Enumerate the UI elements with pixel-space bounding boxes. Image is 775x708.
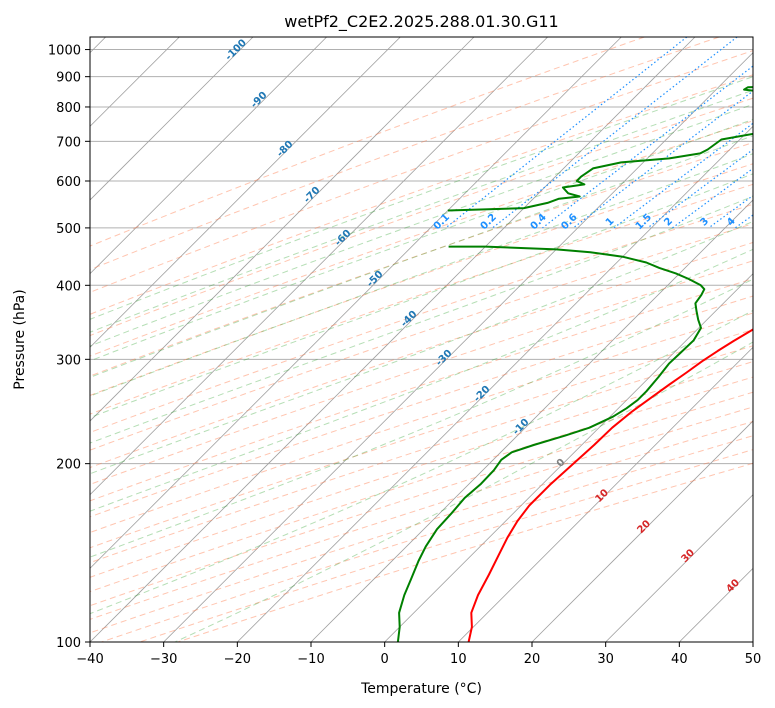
dry-adiabat-line: [90, 142, 753, 377]
dry-adiabat-line: [90, 391, 753, 607]
x-axis: −40 −30 −20 −10 0 10 20 30 40 50: [76, 642, 761, 667]
moist-adiabat-line: [90, 89, 753, 333]
moist-adiabat-line: [90, 278, 753, 558]
moist-adiabat-line: [90, 76, 753, 320]
isotherm-line: [605, 494, 753, 642]
mixing-ratio-line: [445, 37, 688, 229]
x-tick-label: 40: [671, 652, 688, 667]
x-tick-label: 30: [597, 652, 614, 667]
temperature-profile-line: [467, 328, 753, 642]
x-tick-label: −10: [297, 652, 324, 667]
y-tick-label: 200: [56, 458, 81, 473]
x-tick-label: 50: [745, 652, 762, 667]
isotherm-line: [237, 125, 753, 642]
moist-adiabat-line: [90, 173, 753, 419]
mixing-ratio-line: [613, 122, 753, 229]
x-tick-label: 20: [524, 652, 541, 667]
dry-adiabat-line: [90, 260, 753, 485]
background-lines: [90, 37, 753, 642]
dry-adiabat-line: [90, 312, 753, 534]
dry-adiabat-line: [90, 163, 753, 396]
moist-adiabat-line: [90, 153, 753, 397]
isotherm-line: [90, 37, 401, 348]
y-tick-label: 1000: [48, 44, 81, 59]
isotherm-line: [531, 420, 753, 642]
x-tick-label: 0: [381, 652, 389, 667]
y-axis: 100 200 300 400 500 600 700 800 900 1000: [48, 44, 90, 651]
dry-adiabat-line: [90, 183, 753, 415]
y-tick-label: 800: [56, 101, 81, 116]
isotherm-line: [90, 37, 475, 422]
isotherm-line: [310, 199, 753, 642]
y-tick-label: 500: [56, 222, 81, 237]
y-axis-label: Pressure (hPa): [12, 289, 28, 389]
isotherm-line: [90, 37, 622, 569]
isotherm-line: [163, 52, 753, 642]
isotherm-line: [90, 37, 696, 642]
moist-adiabat-line: [90, 118, 753, 362]
isotherm-line: [90, 37, 254, 201]
y-tick-label: 600: [56, 175, 81, 190]
moist-adiabat-line: [90, 195, 753, 444]
dry-adiabat-line: [90, 361, 753, 578]
dry-adiabat-line: [90, 37, 645, 247]
x-tick-label: −30: [150, 652, 177, 667]
chart-title: wetPf2_C2E2.2025.288.01.30.G11: [284, 12, 558, 32]
dry-adiabat-line: [90, 50, 753, 293]
profile-series: [396, 86, 753, 642]
mixing-ratio-line: [542, 65, 753, 229]
plot-area: -100-90-80-70-60-50-40-30-20-100 0.1 0.2 0…: [90, 37, 753, 642]
y-tick-label: 700: [56, 135, 81, 150]
dry-adiabat-line: [90, 120, 753, 357]
x-tick-label: −40: [76, 652, 103, 667]
isotherm-line: [384, 273, 753, 642]
dry-adiabat-line: [90, 223, 753, 451]
dry-adiabat-line: [90, 329, 753, 549]
y-tick-label: 400: [56, 279, 81, 294]
dry-adiabat-line: [90, 74, 753, 315]
x-axis-label: Temperature (°C): [360, 681, 482, 697]
y-tick-label: 900: [56, 71, 81, 86]
y-tick-label: 300: [56, 353, 81, 368]
dewpoint-profile-line: [396, 245, 706, 642]
x-tick-label: 10: [450, 652, 467, 667]
dry-adiabat-line: [90, 278, 753, 502]
dry-adiabat-line: [90, 97, 753, 337]
isotherm-line: [90, 37, 327, 275]
isotherm-line: [90, 37, 548, 496]
y-tick-label: 100: [56, 636, 81, 651]
dewpoint-profile-line: [447, 86, 753, 212]
plot-frame: [89, 36, 754, 643]
isotherm-line: [458, 346, 753, 642]
x-tick-label: −20: [224, 652, 251, 667]
